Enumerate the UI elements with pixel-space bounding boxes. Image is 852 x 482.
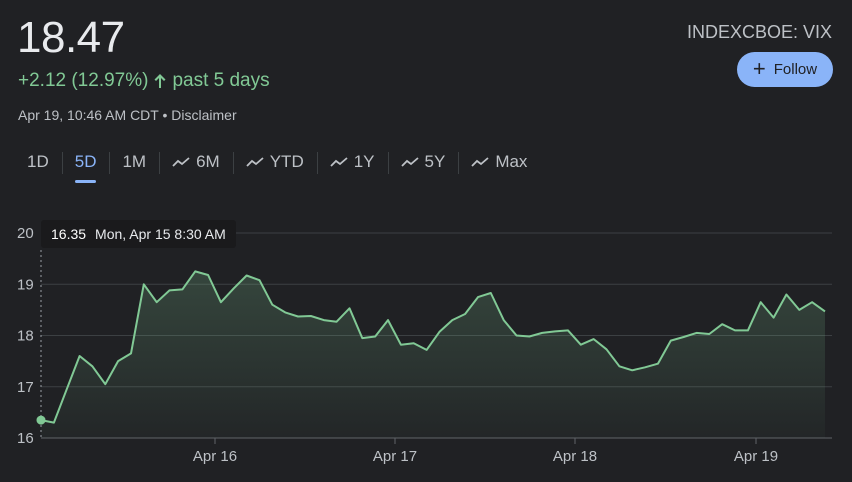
x-tick-label: Apr 19	[734, 448, 778, 465]
y-tick-label: 17	[17, 379, 34, 396]
trend-icon	[330, 156, 348, 168]
tab-5d[interactable]: 5D	[62, 144, 110, 180]
price-change: +2.12 (12.97%) past 5 days	[18, 69, 270, 93]
follow-label: Follow	[774, 61, 817, 78]
change-value: +2.12 (12.97%)	[18, 69, 148, 93]
quote-timestamp[interactable]: Apr 19, 10:46 AM CDT • Disclaimer	[18, 106, 237, 124]
tab-ytd[interactable]: YTD	[233, 144, 317, 180]
y-tick-label: 18	[17, 328, 34, 345]
tab-label: 1Y	[354, 152, 375, 172]
series-area	[41, 271, 825, 438]
tab-label: 1M	[122, 152, 146, 172]
tab-label: 1D	[27, 152, 49, 172]
change-period: past 5 days	[172, 69, 269, 93]
tab-1m[interactable]: 1M	[109, 144, 159, 180]
trend-icon	[246, 156, 264, 168]
current-price: 18.47	[17, 12, 125, 64]
ticker-symbol: INDEXCBOE: VIX	[687, 21, 832, 43]
tooltip-value: 16.35	[51, 226, 86, 242]
arrow-up-icon	[153, 72, 167, 90]
chart-tooltip: 16.35 Mon, Apr 15 8:30 AM	[41, 220, 236, 248]
tab-label: 5Y	[425, 152, 446, 172]
tab-5y[interactable]: 5Y	[388, 144, 459, 180]
trend-icon	[471, 156, 489, 168]
tab-label: YTD	[270, 152, 304, 172]
tab-label: 5D	[75, 152, 97, 172]
follow-button[interactable]: + Follow	[737, 52, 833, 87]
tooltip-time: Mon, Apr 15 8:30 AM	[95, 226, 226, 242]
x-tick-label: Apr 16	[193, 448, 237, 465]
y-tick-label: 19	[17, 276, 34, 293]
price-chart[interactable]: 16 17 18 19 20 Apr 16 Apr 17 Apr 18 Apr 19	[0, 210, 852, 482]
x-tick-label: Apr 17	[373, 448, 417, 465]
hover-point[interactable]	[37, 416, 46, 425]
tab-label: Max	[495, 152, 527, 172]
plus-icon: +	[753, 58, 766, 80]
tab-1y[interactable]: 1Y	[317, 144, 388, 180]
trend-icon	[172, 156, 190, 168]
tab-label: 6M	[196, 152, 220, 172]
trend-icon	[401, 156, 419, 168]
y-tick-label: 20	[17, 225, 34, 242]
y-tick-label: 16	[17, 430, 34, 447]
x-tick-label: Apr 18	[553, 448, 597, 465]
range-tabs: 1D 5D 1M 6M YTD 1Y 5Y Max	[14, 144, 540, 184]
tab-6m[interactable]: 6M	[159, 144, 233, 180]
tab-1d[interactable]: 1D	[14, 144, 62, 180]
tab-max[interactable]: Max	[458, 144, 540, 180]
